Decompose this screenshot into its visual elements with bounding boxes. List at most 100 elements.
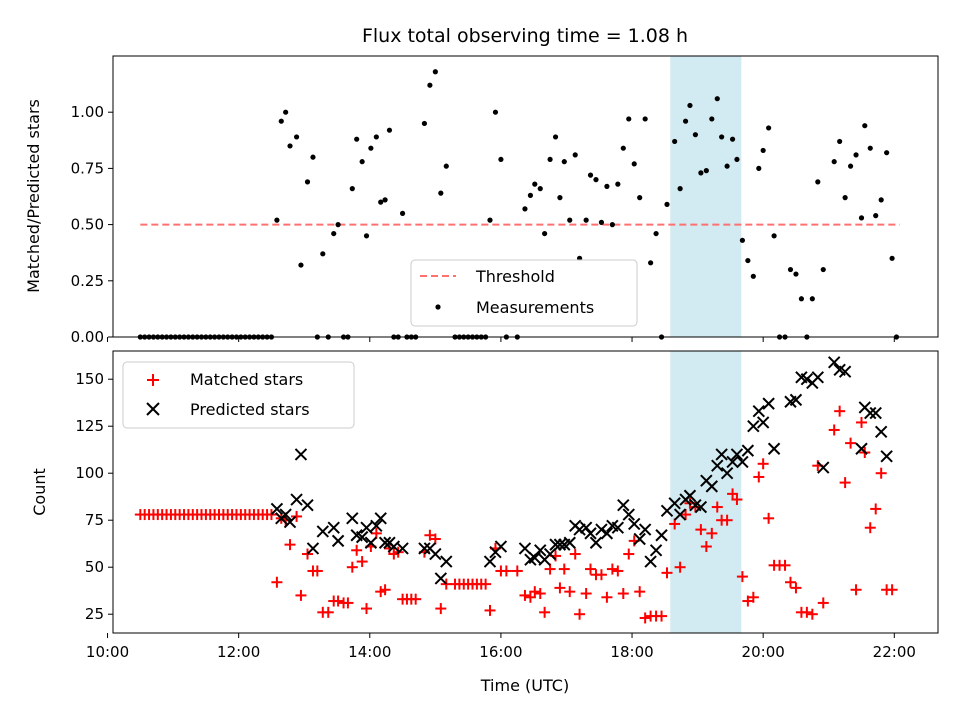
- matched-star-marker: [612, 565, 624, 577]
- measurement-point: [734, 156, 740, 163]
- measurement-point: [837, 138, 843, 145]
- predicted-star-marker: [327, 521, 340, 534]
- bottom-y-tick-label: 75: [85, 511, 104, 529]
- measurement-point: [386, 127, 393, 133]
- matched-star-marker: [569, 548, 581, 560]
- matched-stars-legend-label: Matched stars: [190, 370, 303, 389]
- measurement-point: [862, 123, 868, 129]
- matched-star-marker: [529, 586, 541, 598]
- bottom-y-tick-label: 150: [75, 370, 104, 388]
- predicted-stars-legend-swatch: [146, 402, 160, 416]
- measurement-point: [278, 118, 284, 124]
- matched-star-marker: [342, 597, 354, 609]
- top-panel: 0.00 0.25 0.50 0.75 1.00 Matched/Predicted s…: [24, 55, 939, 346]
- predicted-star-marker: [429, 547, 442, 561]
- matched-star-marker: [721, 514, 733, 526]
- measurement-point: [653, 230, 659, 237]
- matched-star-marker: [639, 612, 651, 624]
- matched-star-marker: [784, 576, 796, 588]
- matched-star-marker: [580, 588, 592, 600]
- predicted-stars-series: [270, 356, 893, 585]
- predicted-star-marker: [789, 393, 803, 407]
- matched-star-marker: [747, 591, 759, 603]
- measurement-point: [745, 257, 751, 264]
- measurement-point: [719, 134, 725, 140]
- measurement-point: [498, 156, 504, 163]
- matched-star-marker: [680, 509, 692, 521]
- matched-stars-series: [134, 405, 898, 624]
- matched-star-marker: [558, 563, 570, 575]
- predicted-star-marker: [483, 555, 497, 568]
- predicted-star-marker: [711, 459, 724, 472]
- matched-star-marker: [361, 603, 373, 615]
- matched-star-marker: [265, 509, 277, 521]
- measurement-point: [609, 222, 615, 228]
- predicted-star-marker: [838, 365, 852, 378]
- matched-star-marker: [753, 471, 765, 483]
- predicted-star-marker: [316, 525, 330, 538]
- predicted-star-marker: [584, 527, 597, 540]
- predicted-star-marker: [589, 536, 603, 549]
- matched-star-marker: [736, 571, 748, 583]
- matched-star-marker: [850, 584, 862, 596]
- matched-star-marker: [806, 608, 818, 620]
- measurement-point: [354, 136, 360, 142]
- matched-star-marker: [845, 437, 857, 449]
- predicted-star-marker: [817, 461, 830, 474]
- measurement-point: [537, 186, 543, 192]
- predicted-star-marker: [355, 530, 369, 544]
- measurement-point: [771, 233, 777, 239]
- matched-star-marker: [779, 559, 791, 571]
- top-highlight-band: [670, 56, 742, 337]
- measurement-point: [532, 181, 538, 187]
- predicted-star-marker: [869, 406, 882, 420]
- measurement-point: [598, 219, 605, 225]
- predicted-star-marker: [736, 455, 749, 469]
- predicted-star-marker: [705, 480, 719, 493]
- measurement-point: [615, 181, 621, 187]
- matched-star-marker: [790, 582, 802, 594]
- matched-star-marker: [828, 424, 840, 436]
- top-y-ticks: 0.00 0.25 0.50 0.75 1.00: [71, 103, 113, 346]
- matched-star-marker: [875, 467, 887, 479]
- measurement-point: [557, 195, 563, 201]
- measurement-point: [572, 152, 578, 158]
- measurement-point: [274, 217, 280, 223]
- top-legend-box: [410, 259, 638, 327]
- predicted-star-marker: [331, 534, 345, 548]
- matched-star-marker: [634, 586, 646, 598]
- predicted-star-marker: [611, 521, 625, 534]
- measurement-point: [815, 179, 821, 185]
- measurement-point: [853, 152, 859, 158]
- measurement-point: [547, 156, 553, 163]
- matched-star-marker: [689, 501, 701, 513]
- measurement-point: [820, 266, 826, 273]
- matched-star-marker: [284, 539, 296, 551]
- measurement-point: [626, 116, 632, 122]
- measurement-point: [378, 199, 384, 205]
- measurement-point: [867, 145, 873, 151]
- matched-star-marker: [351, 544, 363, 556]
- predicted-star-marker: [563, 536, 576, 549]
- x-tick-label: 22:00: [873, 643, 916, 661]
- measurement-point: [432, 69, 438, 75]
- matched-star-marker: [519, 589, 531, 601]
- predicted-star-marker: [880, 450, 893, 463]
- predicted-star-marker: [518, 542, 532, 555]
- matched-star-marker: [322, 606, 334, 618]
- bottom-y-axis-label: Count: [30, 468, 49, 516]
- predicted-star-marker: [306, 542, 320, 555]
- measurement-point: [714, 96, 720, 102]
- predicted-star-marker: [800, 372, 814, 386]
- matched-star-marker: [706, 527, 718, 539]
- measurement-point: [310, 154, 316, 160]
- matched-star-marker: [554, 582, 566, 594]
- matched-star-marker: [356, 556, 368, 568]
- top-y-tick-label: 0.50: [71, 216, 104, 234]
- x-tick-label: 20:00: [742, 643, 785, 661]
- matched-star-marker: [524, 591, 536, 603]
- measurement-point: [809, 296, 815, 302]
- measurement-point: [522, 206, 528, 212]
- measurement-point: [677, 186, 683, 192]
- matched-star-marker: [311, 565, 323, 577]
